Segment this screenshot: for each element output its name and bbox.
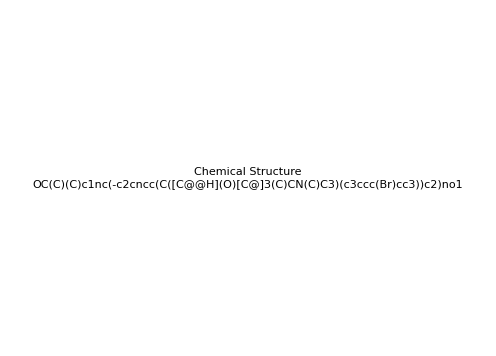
Text: Chemical Structure
OC(C)(C)c1nc(-c2cncc(C([C@@H](O)[C@]3(C)CN(C)C3)(c3ccc(Br)cc3: Chemical Structure OC(C)(C)c1nc(-c2cncc(… [33,167,463,189]
